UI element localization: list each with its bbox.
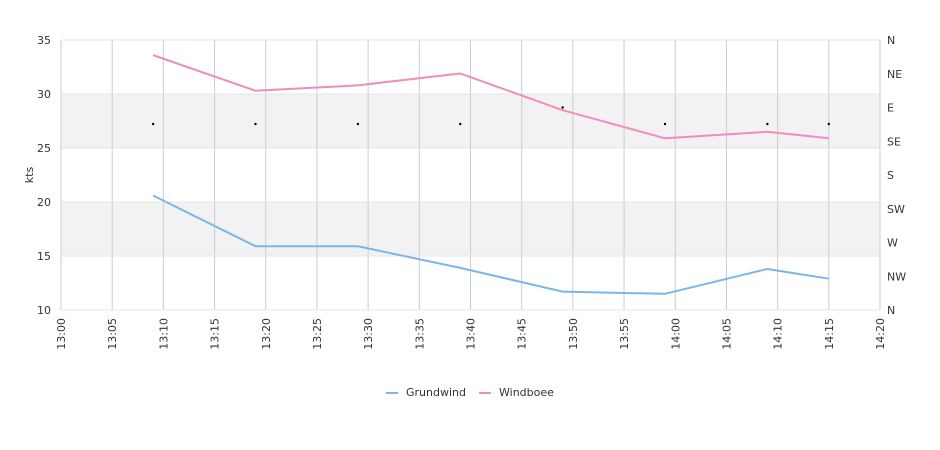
direction-markers	[151, 106, 831, 126]
x-tick-label: 14:00	[669, 318, 682, 350]
series-line-grundwind	[152, 194, 829, 295]
direction-tick-label: N	[887, 304, 895, 317]
direction-tick-label: SW	[887, 203, 905, 216]
x-tick-label: 14:20	[874, 318, 887, 350]
x-tick-label: 13:45	[516, 318, 529, 350]
direction-marker	[356, 122, 360, 126]
x-tick-label: 13:35	[413, 318, 426, 350]
direction-tick-label: SE	[887, 135, 901, 148]
direction-tick-label: E	[887, 102, 894, 115]
x-tick-label: 13:00	[55, 318, 68, 350]
x-tick-label: 13:55	[618, 318, 631, 350]
x-tick-label: 13:25	[311, 318, 324, 350]
legend-item-windboee[interactable]: Windboee	[479, 386, 554, 399]
x-tick-label: 13:50	[567, 318, 580, 350]
x-tick-label: 13:05	[106, 318, 119, 350]
legend-label: Grundwind	[406, 386, 466, 399]
x-tick-label: 14:05	[720, 318, 733, 350]
legend[interactable]: Grundwind Windboee	[386, 386, 554, 399]
legend-label: Windboee	[499, 386, 554, 399]
legend-item-grundwind[interactable]: Grundwind	[386, 386, 466, 399]
y-tick-label: 15	[37, 250, 51, 263]
direction-axis-ticks: N NW W SW S SE E NE N	[887, 34, 906, 317]
x-tick-label: 14:10	[772, 318, 785, 350]
direction-tick-label: W	[887, 237, 898, 250]
x-tick-label: 14:15	[823, 318, 836, 350]
x-tick-label: 13:10	[157, 318, 170, 350]
y-tick-label: 35	[37, 34, 51, 47]
y-tick-label: 10	[37, 304, 51, 317]
direction-tick-label: S	[887, 169, 894, 182]
direction-marker	[459, 122, 462, 126]
y-tick-label: 30	[37, 88, 51, 101]
horizontal-gridlines	[60, 39, 881, 311]
direction-marker	[663, 122, 667, 126]
x-tick-label: 13:15	[209, 318, 222, 350]
x-axis-ticks: 13:00 13:05 13:10 13:15 13:20 13:25 13:30 13:35…	[55, 318, 887, 350]
direction-marker	[254, 122, 257, 126]
y-axis-ticks: 10 15 20 25 30 35	[37, 34, 51, 317]
direction-tick-label: N	[887, 34, 895, 47]
series-lines	[152, 54, 829, 295]
y-tick-label: 25	[37, 142, 51, 155]
y-axis-label: kts	[23, 167, 36, 184]
direction-tick-label: NE	[887, 68, 902, 81]
direction-marker	[151, 122, 155, 126]
x-tick-label: 13:20	[260, 318, 273, 350]
direction-marker	[766, 122, 769, 126]
direction-marker	[561, 106, 564, 109]
direction-marker	[827, 122, 831, 126]
x-tick-label: 13:30	[362, 318, 375, 350]
x-tick-label: 13:40	[465, 318, 478, 350]
direction-tick-label: NW	[887, 270, 906, 283]
series-line-windboee	[152, 54, 829, 140]
y-tick-label: 20	[37, 196, 51, 209]
